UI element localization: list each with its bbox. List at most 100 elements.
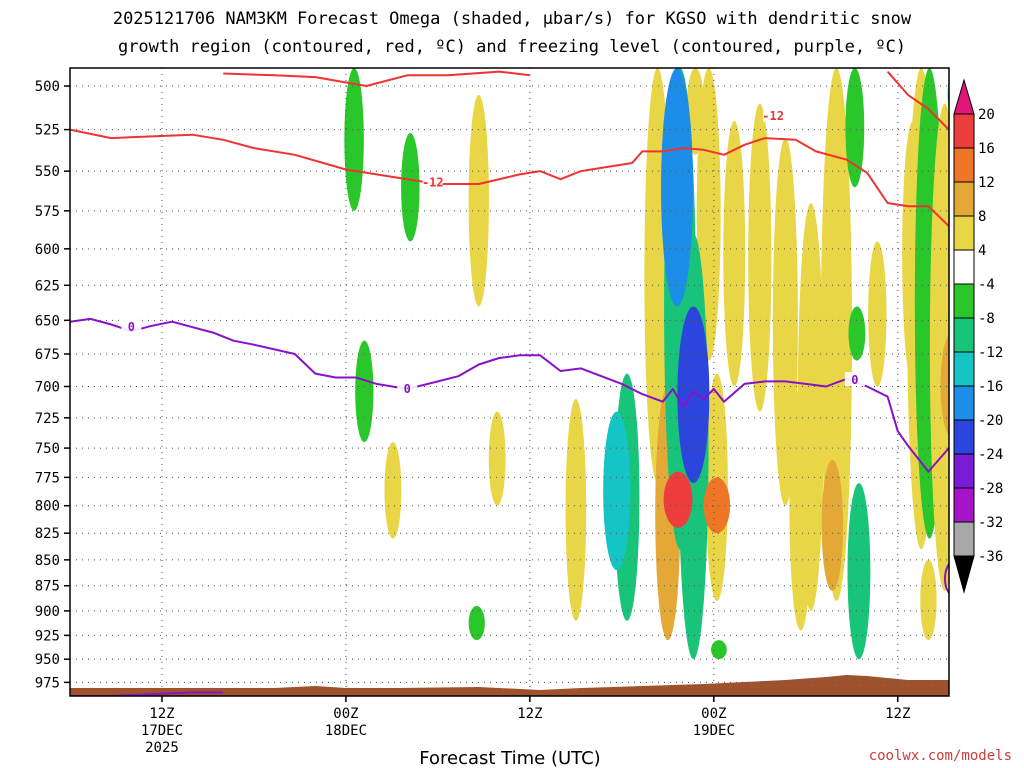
omega-cell [603,411,631,571]
y-tick-label: 900 [35,604,60,620]
credit-text: coolwx.com/models [869,748,1012,764]
omega-cell [929,103,949,591]
omega-cell [748,103,772,412]
y-tick-label: 625 [35,278,60,294]
contour-label: -12 [422,175,444,189]
contour-freezing_sfc [70,691,224,696]
x-axis-label: Forecast Time (UTC) [419,748,600,768]
omega-cell [401,133,420,242]
y-tick-label: 925 [35,628,60,644]
x-tick-label: 2025 [145,740,179,756]
colorbar-tick-label: 4 [978,243,986,259]
contour-label-bg [844,372,865,387]
x-tick-label: 17DEC [141,723,183,739]
contour-dgz_upper [223,70,531,87]
colorbar: 20 16 12 8 4 -4 -8 -12 -16 -20 -24 -28 -32 -36 [953,78,1003,594]
omega-cell [847,483,871,660]
x-tick-label: 18DEC [325,723,367,739]
colorbar-tick-label: -12 [978,345,1003,361]
omega-cell [677,306,710,484]
colorbar-segment [953,113,975,149]
contour-label: 0 [851,373,858,387]
y-tick-label: 825 [35,526,60,542]
omega-cell [344,68,364,211]
omega-cell [772,138,798,506]
y-tick-label: 950 [35,652,60,668]
omega-cell [821,459,844,591]
x-tick-label: 12Z [517,706,542,722]
colorbar-tick-label: -4 [978,277,995,293]
omega-shading [344,68,949,660]
y-tick-label: 975 [35,675,60,691]
colorbar-segment [953,215,975,251]
colorbar-segment [953,555,975,594]
x-tick-label: 00Z [333,706,358,722]
omega-cell [468,94,489,307]
terrain [70,675,949,696]
omega-cell [789,386,812,631]
y-tick-label: 850 [35,553,60,569]
chart-title-line2: growth region (contoured, red, ºC) and f… [118,37,906,57]
y-tick-label: 775 [35,470,60,486]
y-tick-label: 750 [35,441,60,457]
omega-cell [868,241,887,387]
chart-title-line1: 2025121706 NAM3KM Forecast Omega (shaded… [113,9,912,29]
colorbar-tick-label: 20 [978,107,995,123]
x-tick-label: 12Z [885,706,910,722]
colorbar-segment [953,147,975,183]
omega-cell [384,442,402,539]
y-tick-label: 700 [35,379,60,395]
x-tick-label: 00Z [701,706,726,722]
colorbar-tick-label: -24 [978,447,1003,463]
omega-cell [940,334,949,436]
colorbar-segment [953,351,975,387]
omega-cell [848,306,866,361]
x-tick-label: 12Z [149,706,174,722]
y-tick-label: 800 [35,499,60,515]
colorbar-tick-label: -32 [978,515,1003,531]
y-tick-label: 650 [35,313,60,329]
contour-dgz_upper_right [886,70,949,131]
y-tick-label: 550 [35,164,60,180]
colorbar-tick-label: 8 [978,209,986,225]
colorbar-segment [953,487,975,523]
x-tick-label: 19DEC [693,723,735,739]
omega-cell [661,68,694,307]
colorbar-segment [953,317,975,353]
contour-label: 0 [128,320,135,334]
omega-cell [663,471,693,528]
omega-cell [920,559,937,641]
colorbar-segment [953,521,975,557]
colorbar-segment [953,419,975,455]
omega-cell [488,411,506,506]
contour-label: 0 [404,382,411,396]
y-tick-label: 875 [35,579,60,595]
y-tick-label: 600 [35,242,60,258]
terrain-fill [70,675,949,696]
colorbar-tick-label: -28 [978,481,1003,497]
omega-cell [565,399,587,621]
colorbar-tick-label: -36 [978,549,1003,565]
y-axis-ticks: 500 525 550 575 600 625 650 675 700 725 750 775 800 8… [35,79,70,691]
y-tick-label: 725 [35,411,60,427]
grid-lines [70,68,949,696]
omega-cell [355,340,374,443]
contour-labels: -12 -12 0 0 0 [121,107,865,396]
colorbar-segment [953,181,975,217]
colorbar-tick-label: 12 [978,175,995,191]
contour-label-bg [763,107,784,122]
colorbar-tick-label: -20 [978,413,1003,429]
colorbar-tick-label: -16 [978,379,1003,395]
y-tick-label: 575 [35,204,60,220]
colorbar-tick-label: -8 [978,311,995,327]
contour-dgz_lower [70,128,949,228]
omega-cell [468,605,485,641]
colorbar-segment [953,78,975,115]
colorbar-segment [953,385,975,421]
y-tick-label: 525 [35,123,60,139]
omega-cell [723,121,746,387]
y-tick-label: 500 [35,79,60,95]
colorbar-tick-label: 16 [978,141,995,157]
contour-label-bg [422,174,443,189]
